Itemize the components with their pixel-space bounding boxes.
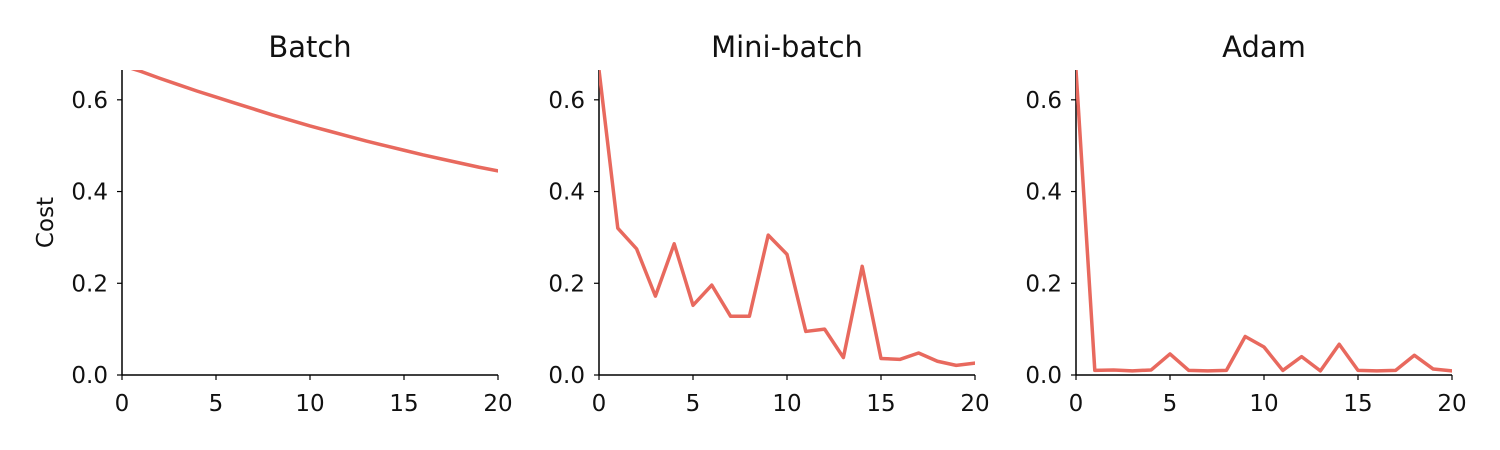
x-tick-label: 5: [686, 391, 701, 417]
y-tick-label: 0.0: [548, 363, 585, 389]
x-tick-label: 20: [960, 391, 989, 417]
y-axis-label: Cost: [33, 197, 59, 248]
y-tick-label: 0.4: [1025, 180, 1062, 206]
y-tick-label: 0.2: [71, 271, 108, 297]
y-tick-label: 0.4: [71, 180, 108, 206]
x-tick-label: 10: [1249, 391, 1278, 417]
panel-title: Batch: [268, 30, 351, 64]
x-tick-label: 0: [592, 391, 607, 417]
chart-panel-batch: Batch Cost 0 5 10 15 20 0.0 0.2 0.4 0.6: [33, 30, 513, 417]
y-tick-label: 0.6: [71, 88, 108, 114]
y-tick-label: 0.4: [548, 180, 585, 206]
y-tick-label: 0.0: [71, 363, 108, 389]
chart-panel-mini-batch: Mini-batch 0 5 10 15 20 0.0 0.2 0.4 0.6: [548, 30, 989, 417]
x-tick-label: 15: [389, 391, 418, 417]
x-tick-label: 5: [1163, 391, 1178, 417]
x-tick-label: 0: [115, 391, 130, 417]
series-line-0: [130, 70, 498, 173]
chart-panel-adam: Adam 0 5 10 15 20 0.0 0.2 0.4 0.6: [1025, 30, 1466, 417]
series-line-0: [1076, 70, 1452, 373]
series-line-0: [599, 70, 975, 368]
panel-title: Adam: [1222, 30, 1306, 64]
x-tick-label: 5: [209, 391, 224, 417]
y-tick-label: 0.2: [1025, 271, 1062, 297]
y-tick-label: 0.0: [1025, 363, 1062, 389]
x-tick-label: 20: [1437, 391, 1466, 417]
x-tick-label: 15: [866, 391, 895, 417]
y-tick-label: 0.6: [1025, 88, 1062, 114]
x-tick-label: 10: [772, 391, 801, 417]
y-tick-label: 0.2: [548, 271, 585, 297]
chart-panels: Batch Cost 0 5 10 15 20 0.0 0.2 0.4 0.6 Mini-batch 0…: [33, 30, 1467, 417]
x-tick-label: 10: [295, 391, 324, 417]
x-tick-label: 15: [1343, 391, 1372, 417]
y-tick-label: 0.6: [548, 88, 585, 114]
x-tick-label: 0: [1069, 391, 1084, 417]
x-tick-label: 20: [483, 391, 512, 417]
panel-title: Mini-batch: [711, 30, 863, 64]
